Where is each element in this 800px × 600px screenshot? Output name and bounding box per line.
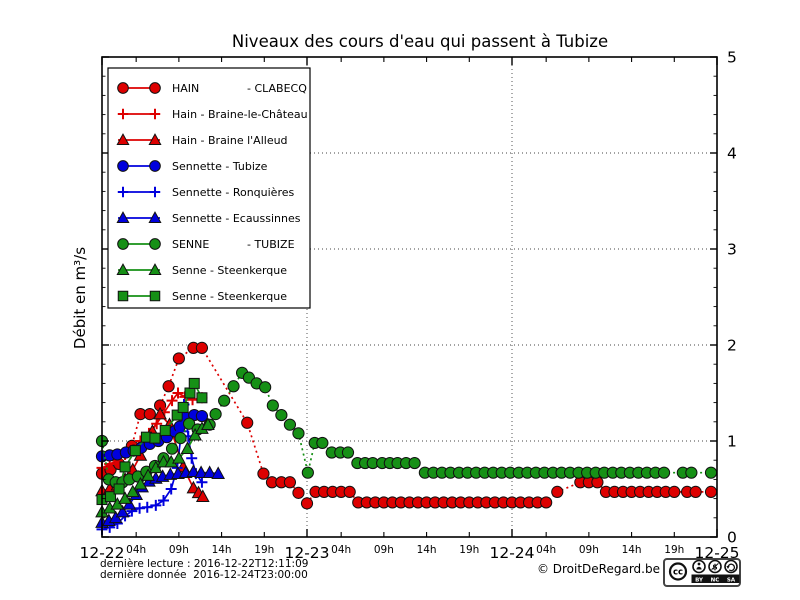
nc-icon: $ (708, 559, 722, 574)
series-senne-tubize-7 (95, 366, 718, 489)
x-hour-tick-label: 19h (664, 544, 684, 556)
legend-item-sennette-ronqui-res-5: Sennette - Ronquières (117, 186, 294, 199)
badge-strip-label: SA (727, 578, 736, 584)
x-hour-tick-label: 14h (622, 544, 642, 556)
x-day-tick-label: 12-23 (284, 544, 329, 562)
y-tick-label: 0 (727, 529, 737, 547)
x-hour-tick-label: 19h (459, 544, 479, 556)
chart-title: Niveaux des cours d'eau qui passent à Tu… (231, 32, 609, 51)
legend-item-senne-tubize-7: SENNE - TUBIZE (117, 238, 295, 251)
y-tick-label: 3 (727, 241, 737, 259)
y-tick-label: 2 (727, 337, 737, 355)
badge-strip-label: BY (695, 578, 704, 584)
cc-icon: cc (668, 562, 688, 581)
legend-label: Sennette - Tubize (172, 160, 268, 173)
legend-item-senne-steenkerque-9: Senne - Steenkerque (117, 290, 287, 303)
y-tick-label: 4 (727, 145, 737, 163)
by-icon (692, 559, 706, 574)
legend-item-sennette-tubize-4: Sennette - Tubize (117, 160, 268, 173)
sa-icon (724, 559, 738, 574)
legend: HAIN - CLABECQ Hain - Braine-le-Château Hai… (107, 67, 311, 309)
cc-license-badge: cc BY $ NC SA (663, 558, 741, 587)
footer-last-data: dernière donnée 2016-12-24T23:00:00 (100, 569, 308, 581)
legend-label: SENNE (172, 238, 209, 251)
y-tick-label: 1 (727, 433, 737, 451)
x-hour-tick-label: 14h (417, 544, 437, 556)
x-hour-tick-label: 09h (374, 544, 394, 556)
series-senne-steenkerque-8 (95, 417, 215, 518)
legend-label: Sennette - Ronquières (172, 186, 294, 199)
badge-strip-label: NC (711, 578, 720, 584)
legend-label: Senne - Steenkerque (172, 264, 287, 277)
x-hour-tick-label: 04h (331, 544, 351, 556)
legend-label: Sennette - Ecaussinnes (172, 212, 301, 225)
x-hour-tick-label: 19h (254, 544, 274, 556)
x-hour-tick-label: 09h (169, 544, 189, 556)
x-day-tick-label: 12-25 (694, 544, 739, 562)
x-hour-tick-label: 14h (212, 544, 232, 556)
y-tick-label: 5 (727, 49, 737, 67)
footer-last-read: dernière lecture : 2016-12-22T12:11:09 (100, 558, 309, 570)
legend-label: HAIN (172, 82, 199, 95)
x-hour-tick-label: 04h (536, 544, 556, 556)
legend-label-station: - CLABECQ (247, 82, 307, 95)
legend-item-sennette-ecaussinnes-6: Sennette - Ecaussinnes (116, 211, 301, 225)
legend-label: Senne - Steenkerque (172, 290, 287, 303)
legend-label: Hain - Braine-le-Château (172, 108, 308, 121)
legend-label: Hain - Braine l'Alleud (172, 134, 288, 147)
x-hour-tick-label: 04h (126, 544, 146, 556)
legend-item-hain-braine-l-alleud-3: Hain - Braine l'Alleud (116, 133, 288, 147)
x-day-tick-label: 12-22 (79, 544, 124, 562)
legend-label-station: - TUBIZE (247, 238, 295, 251)
x-hour-tick-label: 09h (579, 544, 599, 556)
legend-item-hain-clabecq-1: HAIN - CLABECQ (117, 82, 307, 95)
svg-text:cc: cc (673, 568, 683, 578)
y-axis-title: Débit en m³/s (71, 246, 89, 350)
x-day-tick-label: 12-24 (489, 544, 534, 562)
copyright-text: © DroitDeRegard.be (536, 562, 660, 576)
legend-item-hain-braine-le-ch-teau-2: Hain - Braine-le-Château (117, 108, 308, 121)
legend-item-senne-steenkerque-8: Senne - Steenkerque (116, 263, 287, 277)
